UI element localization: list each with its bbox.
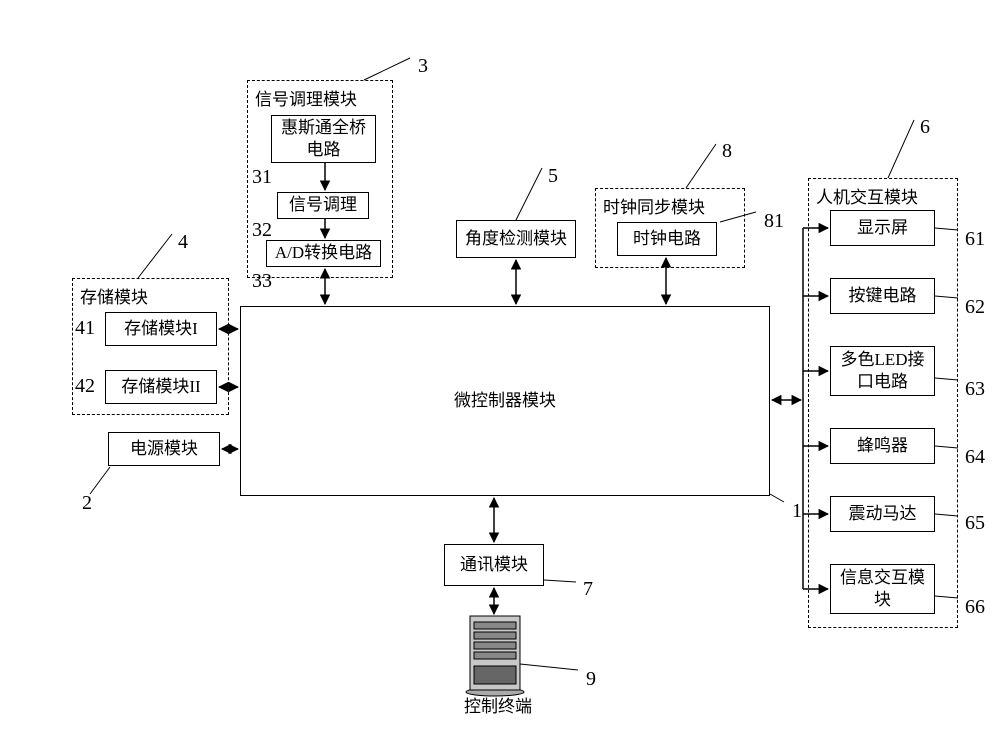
block-hmi-led-text: 多色LED接口电路 [840,349,924,393]
block-sig-cond: 信号调理 [277,192,369,219]
block-power: 电源模块 [108,432,220,466]
group-hmi-title: 人机交互模块 [814,183,920,208]
num-3: 3 [418,55,428,78]
num-64: 64 [965,446,985,469]
num-5: 5 [548,165,558,188]
terminal-label: 控制终端 [462,692,534,717]
block-mcu-text: 微控制器模块 [454,390,556,412]
block-hmi-buzzer-text: 蜂鸣器 [857,435,908,457]
block-storage1-text: 存储模块I [124,318,198,340]
block-comm: 通讯模块 [444,544,544,586]
block-sig-adc-text: A/D转换电路 [275,242,372,264]
block-hmi-led: 多色LED接口电路 [830,346,935,396]
block-hmi-info: 信息交互模块 [830,564,935,614]
num-63: 63 [965,378,985,401]
num-32: 32 [252,219,272,242]
block-sig-cond-text: 信号调理 [289,194,357,216]
block-storage2: 存储模块II [105,370,217,404]
block-storage1: 存储模块I [105,312,217,346]
group-storage-title: 存储模块 [78,283,150,308]
block-clock-text: 时钟电路 [633,228,701,250]
num-31: 31 [252,166,272,189]
num-8: 8 [722,140,732,163]
block-hmi-vibra-text: 震动马达 [849,503,917,525]
group-clock-title: 时钟同步模块 [601,193,707,218]
num-7: 7 [583,578,593,601]
block-angle: 角度检测模块 [456,220,576,258]
group-signal-title: 信号调理模块 [253,85,359,110]
num-42: 42 [75,375,95,398]
num-1: 1 [792,500,802,523]
num-66: 66 [965,596,985,619]
block-hmi-keys: 按键电路 [830,278,935,314]
block-sig-bridge-text: 惠斯通全桥电路 [281,117,366,161]
num-2: 2 [82,492,92,515]
block-hmi-display-text: 显示屏 [857,217,908,239]
block-hmi-display: 显示屏 [830,210,935,246]
block-power-text: 电源模块 [130,438,198,460]
diagram-canvas: 存储模块 信号调理模块 时钟同步模块 人机交互模块 微控制器模块 惠斯通全桥电路… [0,0,1000,755]
block-sig-adc: A/D转换电路 [266,240,381,267]
num-62: 62 [965,296,985,319]
num-4: 4 [178,231,188,254]
num-81: 81 [764,210,784,233]
num-6: 6 [920,116,930,139]
block-angle-text: 角度检测模块 [465,228,567,250]
num-41: 41 [75,317,95,340]
block-hmi-keys-text: 按键电路 [849,285,917,307]
block-clock: 时钟电路 [617,222,717,256]
block-hmi-buzzer: 蜂鸣器 [830,428,935,464]
num-65: 65 [965,512,985,535]
block-storage2-text: 存储模块II [121,376,200,398]
block-hmi-info-text: 信息交互模块 [840,567,925,611]
block-comm-text: 通讯模块 [460,554,528,576]
num-33: 33 [252,270,272,293]
block-sig-bridge: 惠斯通全桥电路 [271,115,376,163]
num-9: 9 [586,668,596,691]
block-mcu: 微控制器模块 [240,306,770,496]
num-61: 61 [965,228,985,251]
block-hmi-vibra: 震动马达 [830,496,935,532]
